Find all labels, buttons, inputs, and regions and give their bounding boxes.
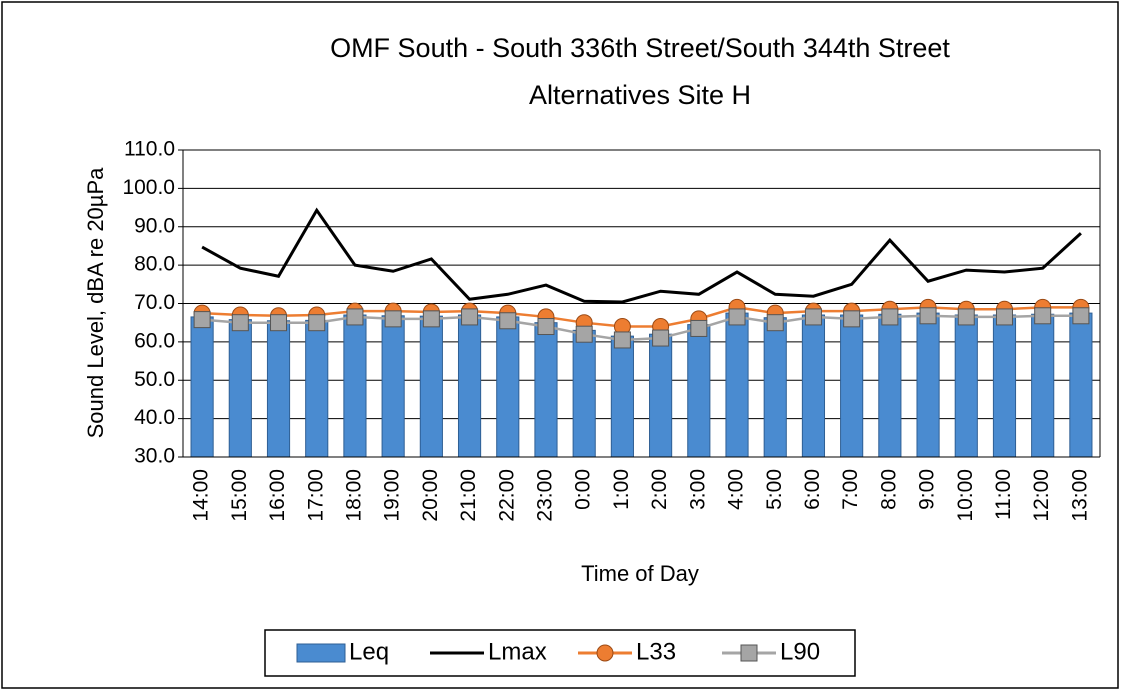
x-tick-label: 12:00 — [1030, 469, 1053, 522]
bar — [725, 312, 749, 458]
marker — [499, 312, 517, 330]
x-tick-label: 3:00 — [686, 469, 709, 510]
y-tick-label: 80.0 — [134, 253, 175, 276]
x-tick-label: 2:00 — [648, 469, 671, 510]
bar — [534, 322, 558, 458]
x-tick-label: 19:00 — [381, 469, 404, 522]
bar — [266, 320, 291, 458]
x-tick-label: 16:00 — [266, 469, 289, 522]
bar — [419, 315, 443, 458]
x-tick-label: 11:00 — [992, 469, 1015, 520]
y-tick-label: 50.0 — [134, 368, 175, 391]
bar — [305, 319, 329, 458]
bar — [343, 314, 367, 458]
marker — [1072, 307, 1090, 325]
chart-title: OMF South - South 336th Street/South 344… — [330, 33, 950, 63]
x-tick-label: 10:00 — [954, 469, 977, 522]
marker — [613, 331, 631, 349]
marker — [995, 308, 1013, 326]
bar — [381, 315, 405, 458]
bar — [572, 329, 596, 458]
marker — [461, 308, 479, 326]
y-axis-label: Sound Level, dBA re 20µPa — [83, 167, 108, 439]
marker — [690, 319, 708, 337]
y-tick-label: 30.0 — [134, 445, 175, 468]
legend-label: L33 — [636, 638, 676, 665]
legend-label: Lmax — [488, 638, 547, 665]
x-tick-label: 9:00 — [916, 469, 939, 510]
marker — [384, 310, 402, 328]
marker — [881, 308, 899, 326]
bar — [916, 312, 940, 458]
x-tick-label: 20:00 — [419, 469, 442, 522]
marker — [346, 308, 364, 326]
bar — [954, 314, 978, 458]
y-tick-label: 60.0 — [134, 329, 175, 352]
marker — [270, 314, 288, 332]
marker — [308, 314, 326, 332]
y-tick-label: 70.0 — [134, 291, 175, 314]
bar — [190, 316, 214, 458]
x-tick-label: 0:00 — [572, 469, 595, 510]
x-tick-label: 18:00 — [342, 469, 365, 522]
bar — [801, 314, 826, 458]
x-tick-label: 1:00 — [610, 469, 633, 510]
y-tick-label: 100.0 — [122, 176, 175, 199]
x-axis-label: Time of Day — [581, 561, 699, 586]
legend-marker — [596, 644, 614, 662]
chart-subtitle: Alternatives Site H — [529, 80, 751, 110]
x-tick-label: 21:00 — [457, 469, 480, 522]
marker — [422, 310, 440, 328]
x-tick-label: 17:00 — [304, 469, 327, 522]
marker — [766, 314, 784, 332]
marker — [537, 318, 555, 336]
marker — [575, 325, 593, 343]
bar — [878, 313, 902, 458]
line — [201, 207, 1082, 304]
bar — [1069, 312, 1093, 458]
x-tick-label: 8:00 — [877, 469, 900, 510]
marker — [728, 308, 746, 326]
bar — [228, 319, 252, 458]
legend-label: Leq — [349, 638, 389, 665]
y-tick-label: 90.0 — [134, 214, 175, 237]
y-tick-label: 110.0 — [124, 138, 175, 161]
x-tick-label: 6:00 — [801, 469, 824, 510]
marker — [957, 308, 975, 326]
legend-marker — [740, 644, 758, 662]
x-tick-label: 22:00 — [495, 469, 518, 522]
bar — [649, 333, 673, 458]
x-tick-label: 23:00 — [534, 469, 557, 522]
x-tick-label: 15:00 — [228, 469, 251, 522]
marker — [843, 310, 861, 328]
marker — [231, 314, 249, 332]
bar — [840, 314, 864, 458]
legend-label: L90 — [780, 638, 820, 665]
marker — [804, 308, 822, 326]
bar — [457, 314, 482, 458]
bar — [496, 316, 520, 458]
legend-swatch — [296, 643, 346, 663]
bar — [763, 317, 787, 458]
x-tick-label: 5:00 — [763, 469, 786, 510]
x-tick-label: 7:00 — [839, 469, 862, 510]
bar — [687, 324, 711, 458]
marker — [1034, 307, 1052, 325]
x-tick-label: 14:00 — [190, 469, 213, 522]
x-tick-label: 13:00 — [1068, 469, 1091, 522]
x-tick-label: 4:00 — [725, 469, 748, 510]
bar — [992, 314, 1017, 458]
bar — [610, 335, 634, 458]
bar — [1031, 313, 1055, 458]
marker — [193, 311, 211, 329]
y-tick-label: 40.0 — [134, 406, 175, 429]
marker — [919, 307, 937, 325]
marker — [652, 329, 670, 347]
